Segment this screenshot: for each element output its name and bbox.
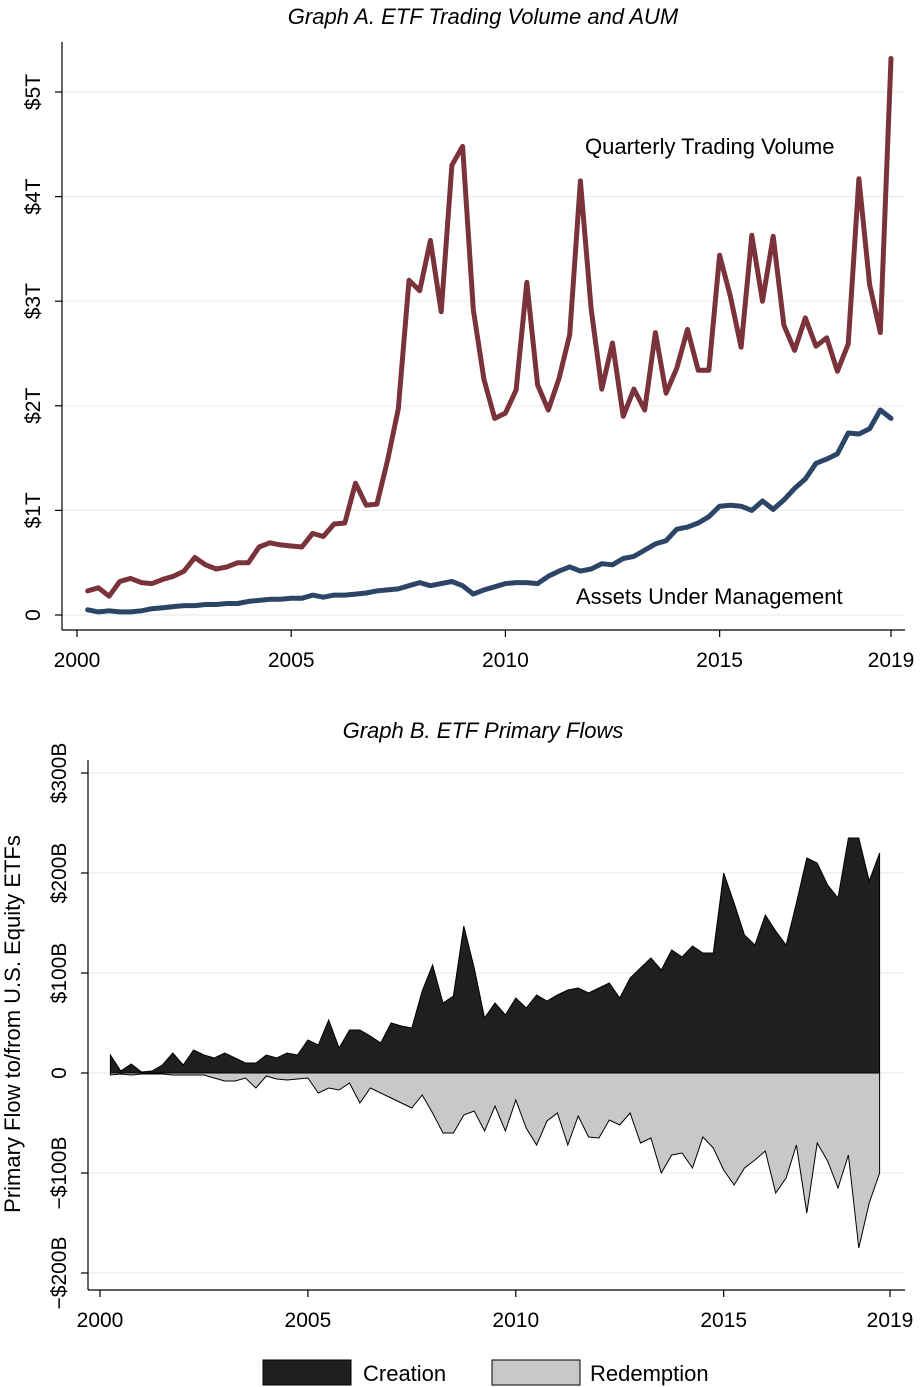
graph-b-x-ticks: 2000 2005 2010 2015 2019 <box>77 1290 914 1332</box>
graph-b-title: Graph B. ETF Primary Flows <box>343 718 624 743</box>
graph-a-y-tick-label: $3T <box>22 283 45 319</box>
graph-b-y-axis-label: Primary Flow to/from U.S. Equity ETFs <box>0 835 25 1213</box>
graph-a-x-tick-label: 2000 <box>54 649 101 672</box>
graph-b: Graph B. ETF Primary Flows −$200B −$100B 0… <box>0 718 913 1386</box>
legend: Creation Redemption <box>262 1359 709 1386</box>
legend-redemption-label: Redemption <box>590 1361 709 1386</box>
graph-a-y-tick-label: $1T <box>22 492 45 528</box>
graph-b-y-tick-label: −$200B <box>48 1237 71 1310</box>
graph-a-title: Graph A. ETF Trading Volume and AUM <box>288 4 679 29</box>
graph-a-y-tick-label: $5T <box>22 74 45 110</box>
creation-area <box>109 837 881 1074</box>
trading-volume-line <box>85 56 894 599</box>
trading-volume-label: Quarterly Trading Volume <box>585 134 834 159</box>
graph-b-y-ticks: −$200B −$100B 0 $100B $200B $300B <box>48 743 88 1310</box>
graph-a-x-tick-label: 2005 <box>268 649 315 672</box>
graph-b-y-tick-label: $100B <box>48 943 71 1004</box>
graph-a-y-tick-label: 0 <box>22 609 45 621</box>
graph-b-x-tick-label: 2015 <box>700 1309 747 1332</box>
legend-redemption-swatch <box>491 1359 581 1386</box>
graph-a-x-tick-label: 2010 <box>482 649 529 672</box>
graph-b-x-tick-label: 2000 <box>77 1309 124 1332</box>
graph-a-x-tick-label: 2019 <box>868 649 915 672</box>
legend-creation-swatch <box>262 1359 352 1386</box>
graph-a-y-ticks: 0 $1T $2T $3T $4T $5T <box>22 74 62 621</box>
graph-a-gridlines <box>62 91 905 616</box>
aum-label: Assets Under Management <box>576 584 843 609</box>
legend-creation-label: Creation <box>363 1361 446 1386</box>
graph-a: Graph A. ETF Trading Volume and AUM 0 $1T… <box>22 4 914 672</box>
aum-line <box>85 407 894 615</box>
graph-a-x-tick-label: 2015 <box>696 649 743 672</box>
graph-b-x-tick-label: 2010 <box>492 1309 539 1332</box>
graph-b-y-tick-label: $200B <box>48 843 71 904</box>
graph-b-x-tick-label: 2019 <box>867 1309 914 1332</box>
graph-a-y-tick-label: $2T <box>22 388 45 424</box>
graph-a-x-ticks: 2000 2005 2010 2015 2019 <box>54 630 915 672</box>
graph-b-x-tick-label: 2005 <box>285 1309 332 1332</box>
redemption-area <box>109 1072 881 1249</box>
graph-b-y-tick-label: 0 <box>48 1067 71 1079</box>
graph-b-y-tick-label: $300B <box>48 743 71 804</box>
graph-a-y-tick-label: $4T <box>22 178 45 214</box>
graph-b-y-tick-label: −$100B <box>48 1137 71 1210</box>
